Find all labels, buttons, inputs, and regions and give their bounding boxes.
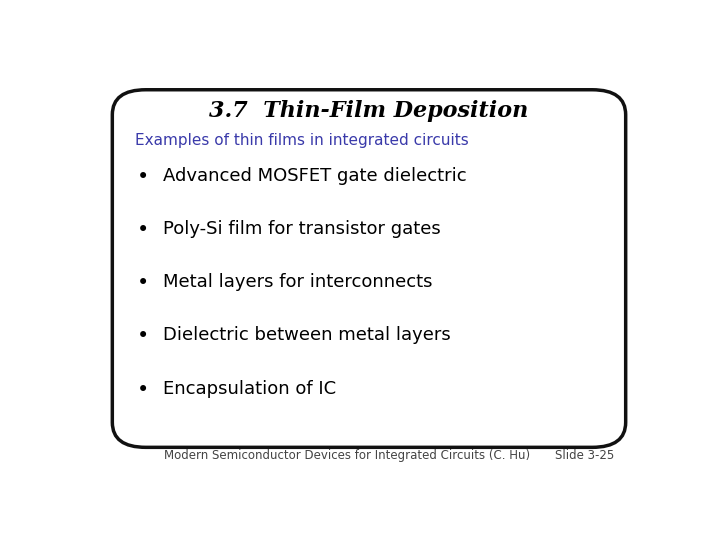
Text: Examples of thin films in integrated circuits: Examples of thin films in integrated cir… bbox=[135, 133, 469, 148]
Text: Metal layers for interconnects: Metal layers for interconnects bbox=[163, 273, 432, 291]
FancyBboxPatch shape bbox=[112, 90, 626, 447]
Text: 3.7  Thin-Film Deposition: 3.7 Thin-Film Deposition bbox=[210, 100, 528, 122]
Text: Dielectric between metal layers: Dielectric between metal layers bbox=[163, 326, 450, 345]
Text: •: • bbox=[137, 220, 149, 240]
Text: •: • bbox=[137, 380, 149, 400]
Text: •: • bbox=[137, 273, 149, 293]
Text: •: • bbox=[137, 167, 149, 187]
Text: •: • bbox=[137, 326, 149, 346]
Text: Poly-Si film for transistor gates: Poly-Si film for transistor gates bbox=[163, 220, 441, 238]
Text: Slide 3-25: Slide 3-25 bbox=[555, 449, 615, 462]
Text: Modern Semiconductor Devices for Integrated Circuits (C. Hu): Modern Semiconductor Devices for Integra… bbox=[163, 449, 530, 462]
Text: Encapsulation of IC: Encapsulation of IC bbox=[163, 380, 336, 397]
Text: Advanced MOSFET gate dielectric: Advanced MOSFET gate dielectric bbox=[163, 167, 466, 185]
